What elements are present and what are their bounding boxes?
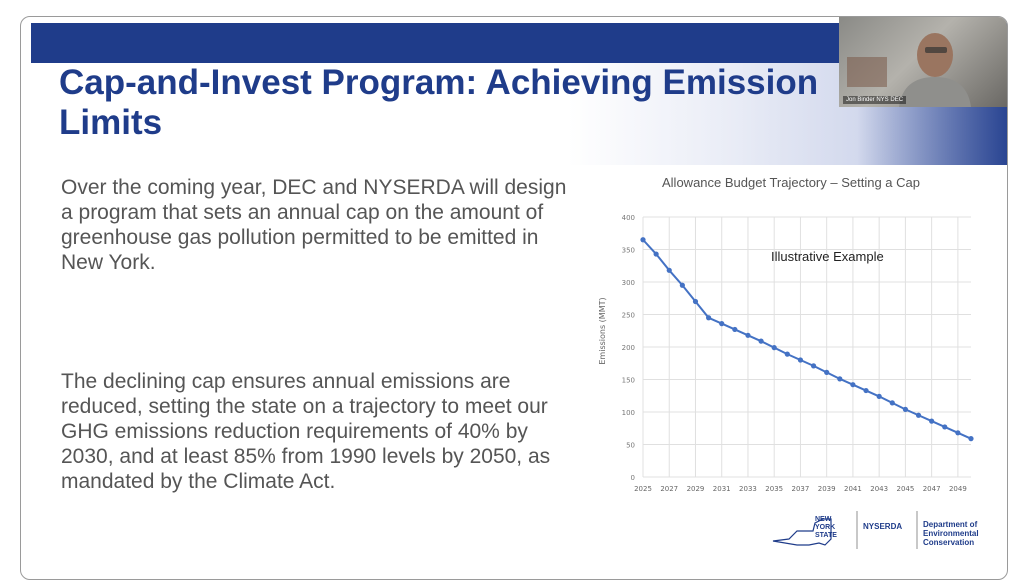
emissions-chart: 0 50 100 150 200 250 300 350 400 2025 2027 2029 203… [598, 214, 974, 493]
data-point [692, 298, 699, 305]
data-point [876, 393, 882, 399]
data-point [784, 351, 790, 357]
data-point [810, 363, 817, 369]
x-tick-label: 2025 [634, 485, 652, 493]
data-point [889, 400, 895, 406]
data-point [902, 406, 908, 412]
data-point [929, 418, 935, 424]
data-point [666, 267, 672, 273]
x-tick-label: 2031 [713, 485, 731, 493]
chart-title: Allowance Budget Trajectory – Setting a … [662, 175, 920, 190]
y-tick-label: 400 [622, 214, 635, 222]
x-tick-labels: 2025 2027 2029 2031 2033 2035 2037 2039 2041 2043… [634, 485, 967, 493]
data-point [850, 382, 856, 388]
x-tick-label: 2035 [765, 485, 783, 493]
nyserda-logo: NYSERDA [863, 522, 902, 531]
x-tick-label: 2043 [870, 485, 888, 493]
dec-logo-line-2: Environmental [923, 529, 979, 538]
y-tick-label: 150 [622, 377, 635, 385]
series-line [642, 239, 972, 440]
slide-frame: Cap-and-Invest Program: Achieving Emissi… [20, 16, 1008, 580]
y-tick-label: 350 [622, 247, 635, 255]
series-layer [640, 237, 974, 442]
data-point [837, 376, 843, 382]
y-tick-label: 250 [622, 312, 635, 320]
presenter-figure [847, 33, 971, 107]
ny-logo-line-1: NEW [815, 516, 832, 523]
data-point [824, 369, 830, 375]
data-point [679, 282, 685, 288]
paragraph-program-design: Over the coming year, DEC and NYSERDA wi… [61, 176, 567, 274]
data-point [706, 315, 712, 321]
data-point [955, 430, 961, 436]
x-tick-label: 2029 [687, 485, 705, 493]
x-tick-label: 2037 [792, 485, 810, 493]
x-tick-label: 2027 [660, 485, 678, 493]
x-tick-label: 2045 [896, 485, 914, 493]
webcam-video-tile[interactable]: Jon Binder NYS DEC [839, 17, 1007, 107]
data-point [758, 338, 764, 344]
y-tick-label: 200 [622, 344, 635, 352]
paragraph-declining-cap: The declining cap ensures annual emissio… [61, 370, 551, 493]
ny-state-map-icon [772, 518, 832, 546]
y-tick-labels: 0 50 100 150 200 250 300 350 400 [622, 214, 635, 482]
y-axis-label: Emissions (MMT) [598, 297, 607, 364]
data-point [968, 436, 974, 442]
x-tick-label: 2039 [818, 485, 836, 493]
y-tick-label: 50 [626, 442, 635, 450]
dec-logo-line-3: Conservation [923, 538, 974, 547]
slide-title: Cap-and-Invest Program: Achieving Emissi… [59, 63, 819, 142]
y-tick-label: 100 [622, 409, 635, 417]
data-point [863, 387, 869, 394]
data-point [719, 321, 725, 327]
data-point [640, 237, 646, 243]
data-point [653, 251, 659, 257]
data-point [732, 326, 738, 333]
data-point [771, 345, 777, 351]
ny-logo-line-2: YORK [815, 524, 835, 531]
agency-logos: NEW YORK STATE NYSERDA Department of Env… [772, 511, 979, 549]
data-point [942, 424, 948, 430]
y-tick-label: 0 [631, 474, 635, 482]
dec-logo-line-1: Department of [923, 520, 978, 529]
x-tick-label: 2047 [923, 485, 941, 493]
webcam-caption: Jon Binder NYS DEC [843, 96, 907, 104]
ny-logo-line-3: STATE [815, 532, 837, 539]
data-point [915, 412, 922, 418]
x-tick-label: 2049 [949, 485, 967, 493]
chart-grid [642, 216, 971, 478]
x-tick-label: 2033 [739, 485, 757, 493]
data-point [745, 332, 751, 338]
x-tick-label: 2041 [844, 485, 862, 493]
data-point [797, 357, 804, 363]
y-tick-label: 300 [622, 279, 635, 287]
chart-annotation: Illustrative Example [771, 249, 884, 264]
